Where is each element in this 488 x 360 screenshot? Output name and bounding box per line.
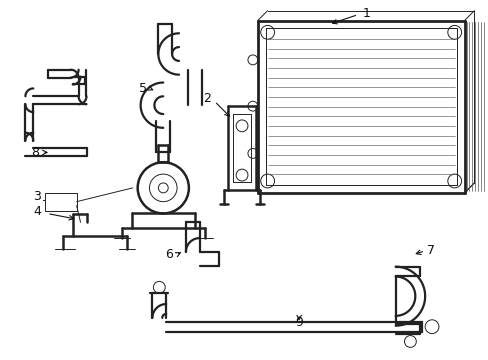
- Text: 4: 4: [33, 205, 41, 218]
- Text: 5: 5: [138, 82, 146, 95]
- Text: 1: 1: [363, 7, 370, 20]
- Bar: [45, 193, 77, 211]
- Text: 9: 9: [295, 316, 303, 329]
- Text: 2: 2: [202, 92, 210, 105]
- Text: 7: 7: [426, 244, 434, 257]
- Text: 8: 8: [31, 146, 39, 159]
- Text: 6: 6: [165, 248, 173, 261]
- Text: 3: 3: [33, 190, 41, 203]
